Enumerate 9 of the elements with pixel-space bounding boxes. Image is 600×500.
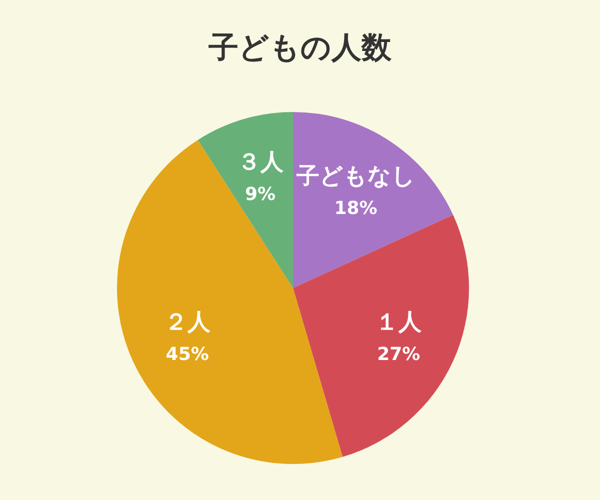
data-label: 18% xyxy=(334,198,378,219)
slice-label: ２人 xyxy=(164,309,212,336)
slice-label: 子どもなし xyxy=(295,163,416,190)
data-label: 45% xyxy=(166,344,209,365)
chart-title: 子どもの人数 xyxy=(208,30,392,66)
slice-label: ３人 xyxy=(237,150,284,176)
data-label: 27% xyxy=(377,344,420,365)
slice-label: １人 xyxy=(376,309,423,336)
data-label: 9% xyxy=(244,184,276,206)
